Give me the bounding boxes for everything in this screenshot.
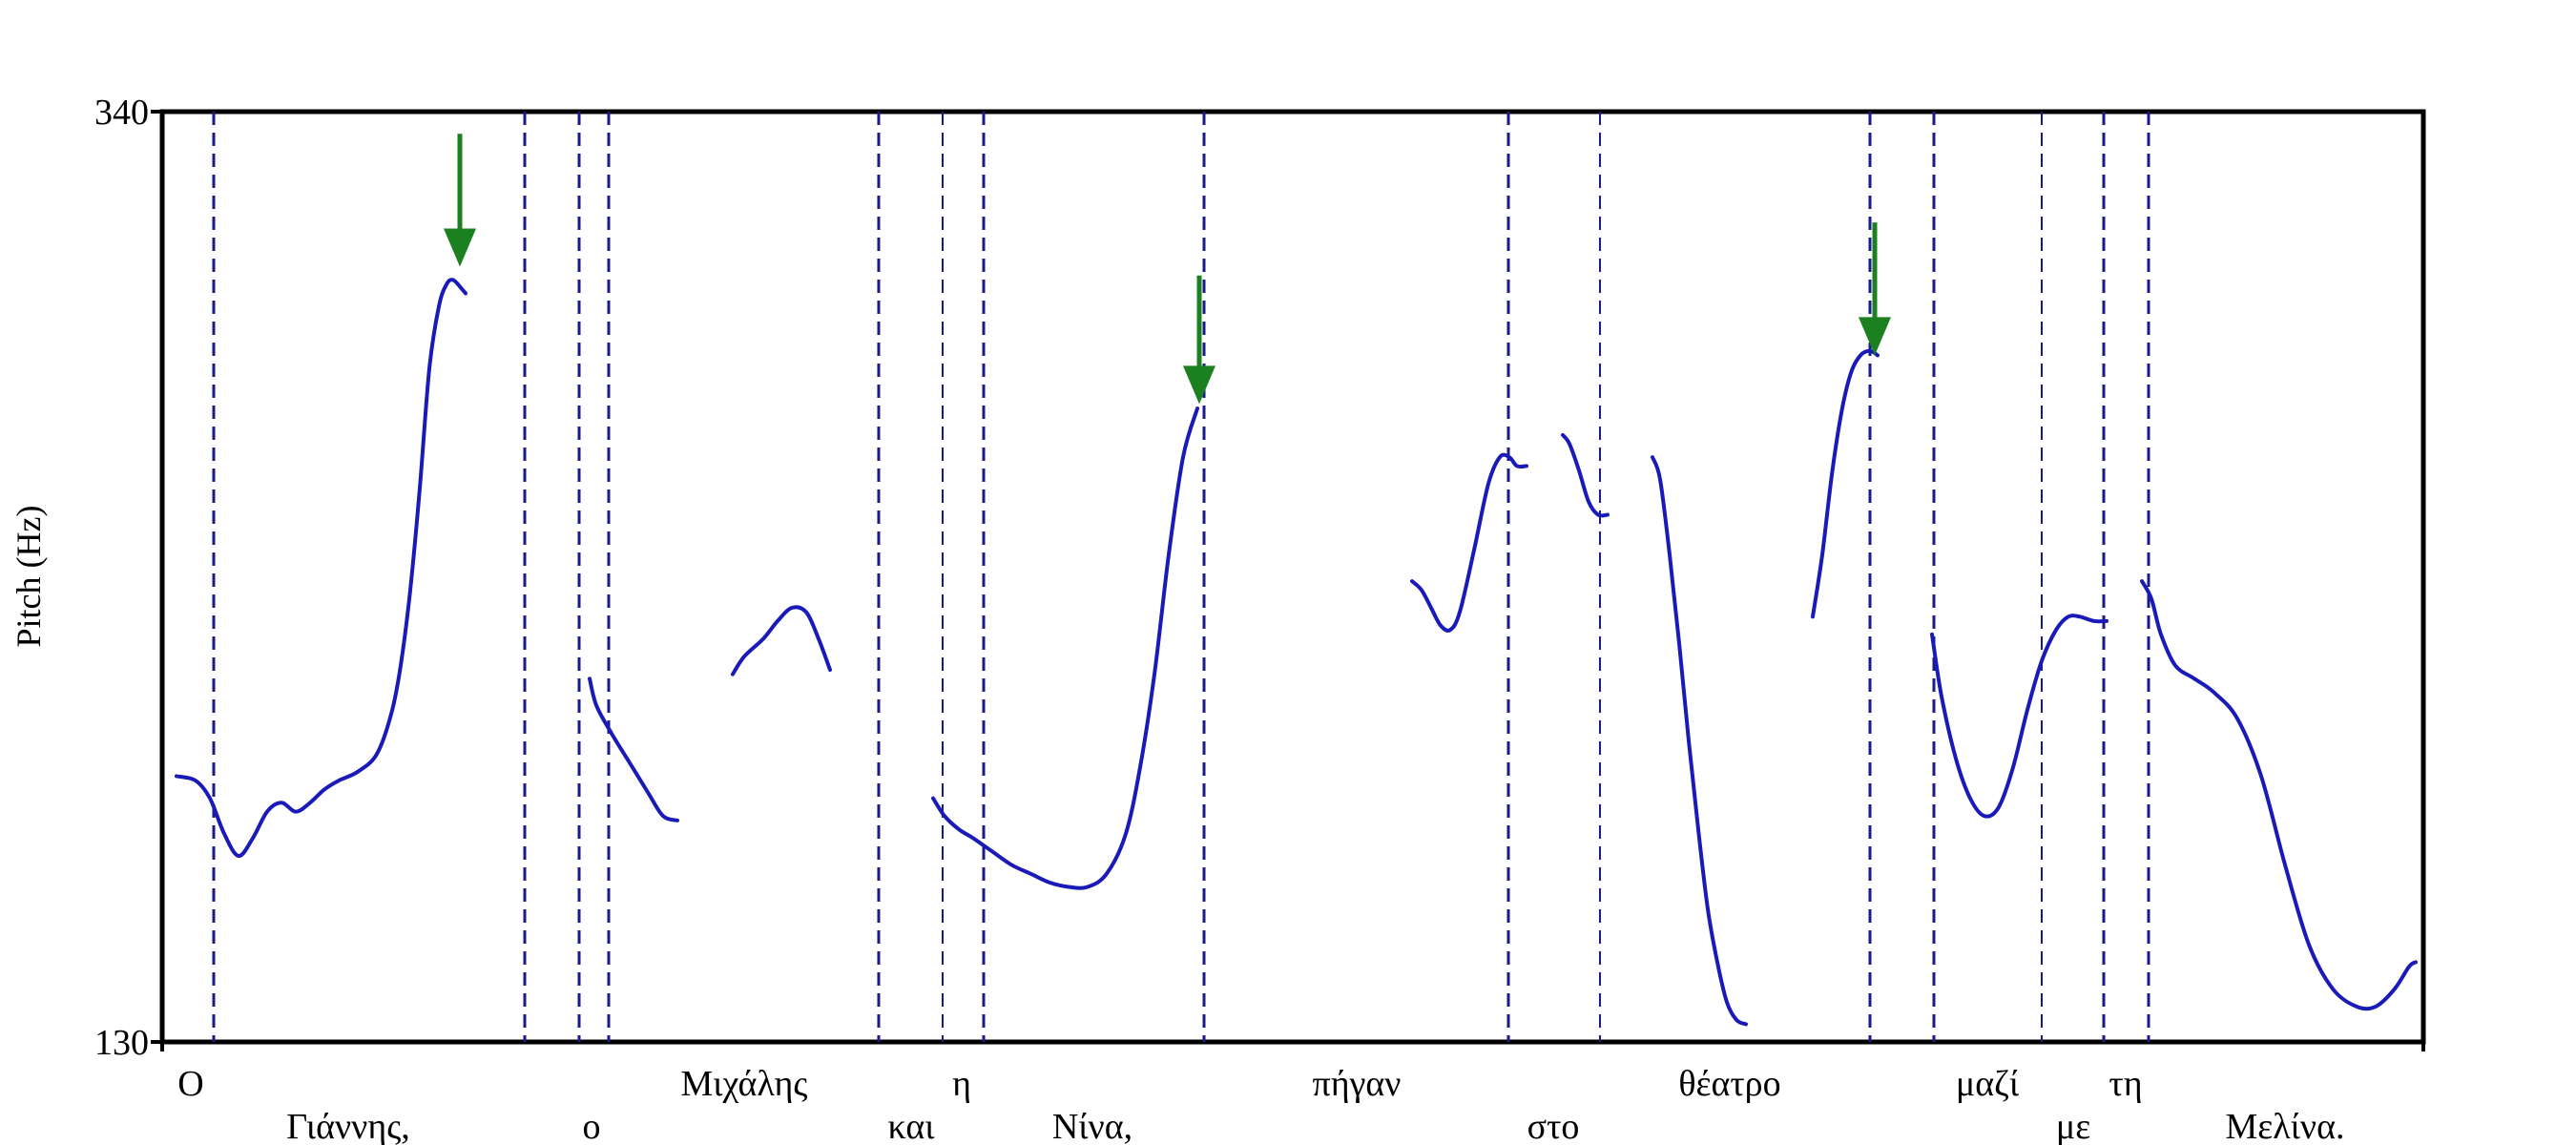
pitch-contour-7	[1811, 348, 1880, 619]
word-label-row2-6: Μελίνα.	[2226, 1107, 2345, 1145]
pitch-contours	[175, 278, 2418, 1027]
pitch-contour-8	[1930, 614, 2109, 819]
down-arrow-icon-0	[444, 134, 476, 267]
pitch-contour-1	[588, 677, 679, 822]
word-labels: Ο Μιχάλης η πήγαν θέατρο μαζί τη Γιάννης, ο και Νί…	[177, 1064, 2344, 1145]
y-tick-label-1: 340	[94, 93, 149, 133]
word-label-row2-4: στο	[1527, 1107, 1580, 1145]
pitch-contour-6	[1651, 455, 1748, 1027]
y-axis-ticks: 130 340	[94, 93, 2425, 1063]
pitch-contour-0	[175, 278, 467, 858]
word-label-row1-6: τη	[2109, 1064, 2142, 1104]
word-label-row1-1: Μιχάλης	[681, 1064, 808, 1104]
pitch-contour-5	[1561, 432, 1610, 518]
pitch-contour-9	[2140, 579, 2418, 1011]
pitch-contour-3	[931, 406, 1199, 890]
accent-arrows	[444, 134, 1891, 405]
pitch-contour-4	[1410, 452, 1528, 633]
word-label-row2-2: και	[888, 1107, 936, 1145]
word-label-row1-3: πήγαν	[1313, 1064, 1402, 1104]
word-boundaries	[212, 112, 2150, 1042]
word-label-row2-1: ο	[583, 1107, 601, 1145]
word-label-row1-4: θέατρο	[1678, 1064, 1780, 1104]
word-label-row1-2: η	[952, 1064, 971, 1104]
pitch-contour-2	[731, 605, 832, 677]
down-arrow-icon-2	[1859, 222, 1891, 356]
word-label-row2-0: Γιάννης,	[286, 1107, 410, 1145]
down-arrow-icon-1	[1183, 275, 1215, 405]
y-axis-label: Pitch (Hz)	[10, 506, 48, 648]
plot-frame	[159, 109, 2426, 1045]
y-tick-label-0: 130	[94, 1023, 149, 1063]
word-label-row2-5: με	[2056, 1107, 2090, 1145]
word-label-row1-0: Ο	[177, 1064, 203, 1104]
word-label-row2-3: Νίνα,	[1052, 1107, 1132, 1145]
word-label-row1-5: μαζί	[1956, 1064, 2020, 1104]
